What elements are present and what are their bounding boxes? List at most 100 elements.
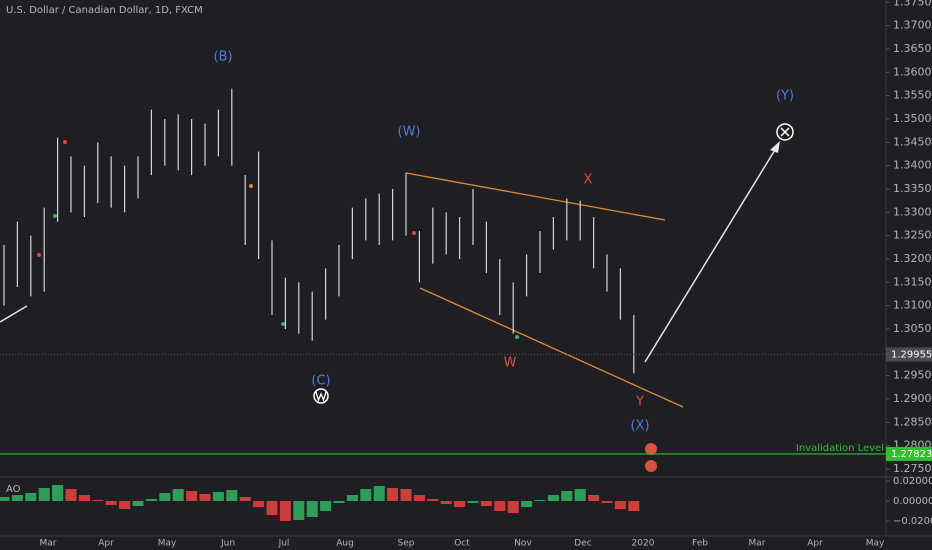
x-tick-label: Aug bbox=[336, 539, 354, 549]
ao-bar bbox=[199, 494, 211, 501]
channel-upper bbox=[405, 172, 666, 221]
y-tick-label: 1.29500 bbox=[893, 369, 932, 382]
ao-bar bbox=[172, 489, 184, 501]
ao-bar bbox=[306, 501, 318, 517]
ao-bar bbox=[614, 501, 626, 509]
ao-bar bbox=[494, 501, 506, 511]
y-tick-label: 1.28500 bbox=[893, 415, 932, 428]
y-tick-label: 1.31000 bbox=[893, 299, 932, 312]
symbol-title: U.S. Dollar / Canadian Dollar, 1D, FXCM bbox=[6, 5, 203, 16]
event-badge[interactable] bbox=[645, 460, 657, 472]
y-tick-label: 1.32500 bbox=[893, 229, 932, 242]
ao-bar bbox=[360, 489, 372, 501]
ao-bar bbox=[333, 501, 345, 503]
y-tick-label: 0.02000 bbox=[893, 476, 932, 487]
ao-bar bbox=[534, 500, 546, 501]
ao-bar bbox=[78, 495, 90, 501]
x-tick-label: Oct bbox=[454, 539, 470, 549]
ao-bar bbox=[346, 495, 358, 501]
fractal-dot bbox=[37, 253, 41, 257]
arrow-head bbox=[770, 141, 780, 153]
y-tick-label: 1.34000 bbox=[893, 159, 932, 172]
ao-title: AO bbox=[6, 484, 21, 495]
ao-bar bbox=[387, 488, 399, 501]
ao-bar bbox=[52, 485, 64, 501]
ao-bar bbox=[628, 501, 640, 511]
ao-bar bbox=[521, 501, 533, 507]
invalidation-box bbox=[886, 446, 932, 461]
ao-bar bbox=[105, 501, 117, 505]
fractal-dot bbox=[249, 184, 253, 188]
ao-bar bbox=[467, 501, 479, 503]
y-tick-label: 1.36000 bbox=[893, 65, 932, 78]
ao-bar bbox=[440, 501, 452, 504]
y-tick-label: 1.30500 bbox=[893, 322, 932, 335]
x-tick-label: May bbox=[866, 539, 885, 549]
x-tick-label: Feb bbox=[692, 539, 708, 549]
invalidation-text: Invalidation Level bbox=[796, 443, 884, 454]
fractal-dot bbox=[412, 231, 416, 235]
y-tick-label: 1.32000 bbox=[893, 252, 932, 265]
fractal-dot bbox=[63, 140, 67, 144]
y-tick-label: 1.37000 bbox=[893, 19, 932, 32]
y-tick-label: −0.02000 bbox=[893, 516, 932, 527]
event-badge[interactable] bbox=[645, 443, 657, 455]
ao-bar bbox=[320, 501, 332, 511]
last-price-label: 1.29955 bbox=[891, 349, 932, 360]
ao-bar bbox=[266, 501, 278, 515]
y-tick-label: 1.27500 bbox=[893, 462, 932, 475]
x-tick-label: Sep bbox=[398, 539, 415, 549]
ao-bar bbox=[373, 486, 385, 501]
ao-bar bbox=[145, 499, 157, 501]
x-tick-label: May bbox=[158, 539, 177, 549]
ao-bar bbox=[212, 492, 224, 501]
circle-w-glyph bbox=[315, 391, 327, 402]
ao-bar bbox=[0, 497, 10, 501]
ao-bar bbox=[279, 501, 291, 521]
ao-bar bbox=[119, 501, 131, 509]
y-tick-label: 1.31500 bbox=[893, 275, 932, 288]
x-tick-label: Apr bbox=[98, 539, 114, 549]
projection-arrow bbox=[644, 144, 779, 363]
y-tick-label: 0.00000 bbox=[893, 496, 932, 507]
y-tick-label: 1.36500 bbox=[893, 42, 932, 55]
y-tick-label: 1.33000 bbox=[893, 205, 932, 218]
ao-bar bbox=[226, 490, 238, 501]
fractal-dot bbox=[515, 335, 519, 339]
x-tick-label: Jun bbox=[220, 539, 235, 549]
ao-bar bbox=[454, 501, 466, 507]
x-tick-label: Nov bbox=[514, 539, 532, 549]
ao-bar bbox=[507, 501, 519, 513]
wave-label: (C) bbox=[311, 374, 330, 389]
y-tick-label: 1.34500 bbox=[893, 135, 932, 148]
ao-bar bbox=[132, 501, 144, 506]
ao-bar bbox=[427, 499, 439, 501]
ao-bar bbox=[65, 489, 77, 501]
ao-bar bbox=[38, 488, 50, 501]
x-tick-label: Dec bbox=[574, 539, 591, 549]
ao-bar bbox=[159, 493, 171, 501]
x-tick-label: Mar bbox=[749, 539, 766, 549]
wave-label: (W) bbox=[398, 125, 421, 140]
channel-lower bbox=[419, 287, 684, 408]
ao-bar bbox=[601, 501, 613, 503]
wave-label: W bbox=[504, 356, 517, 371]
invalidation-label: 1.27823 bbox=[891, 449, 932, 460]
fractal-dot bbox=[53, 214, 57, 218]
ao-bar bbox=[413, 495, 425, 501]
ao-bar bbox=[293, 501, 305, 520]
ao-bar bbox=[186, 491, 198, 501]
ao-bar bbox=[574, 489, 586, 501]
x-tick-label: Mar bbox=[40, 539, 57, 549]
wave-label: (Y) bbox=[776, 89, 794, 104]
wave-label: (X) bbox=[630, 419, 649, 434]
trend-line bbox=[0, 305, 28, 323]
x-tick-label: Apr bbox=[807, 539, 823, 549]
ao-bar bbox=[11, 495, 23, 501]
x-tick-label: 2020 bbox=[632, 539, 655, 549]
y-tick-label: 1.35000 bbox=[893, 112, 932, 125]
ao-bar bbox=[547, 495, 559, 501]
ao-bar bbox=[561, 491, 573, 501]
